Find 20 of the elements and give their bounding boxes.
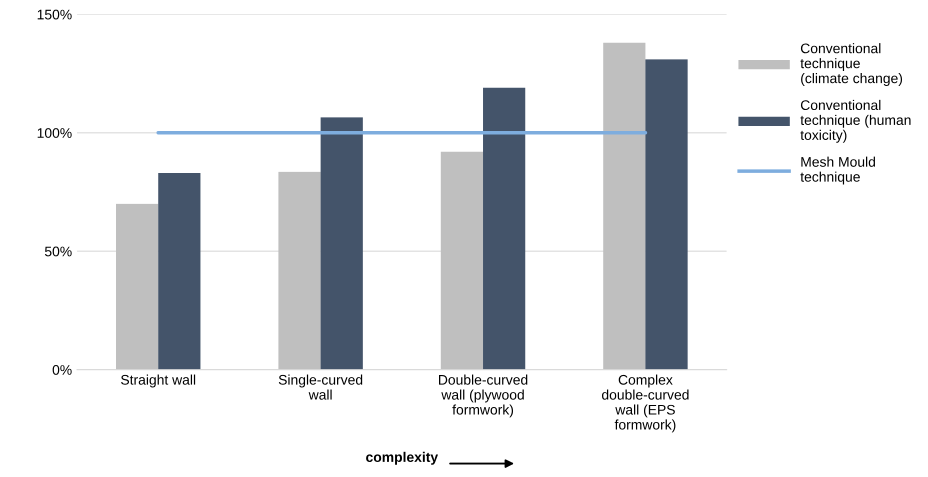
bar: [158, 173, 200, 370]
bar: [483, 88, 526, 370]
x-tick-label: Double-curved wall (plywood formwork): [439, 374, 528, 418]
y-tick-label: 100%: [38, 128, 72, 138]
bar: [116, 204, 158, 370]
legend-label: Mesh Mould technique: [800, 156, 875, 185]
bar: [278, 172, 321, 370]
bar: [320, 117, 363, 370]
x-axis-title: complexity: [366, 452, 438, 465]
x-tick-label: Single-curved wall: [278, 374, 362, 400]
y-tick-label: 150%: [38, 10, 72, 20]
legend-label: Conventional technique (human toxicity): [800, 100, 911, 143]
bar: [440, 152, 484, 370]
bar: [645, 59, 688, 370]
y-tick-label: 50%: [44, 246, 72, 256]
bar: [603, 42, 646, 370]
x-tick-label: Complex double-curved wall (EPS formwork): [602, 374, 689, 432]
x-tick-label: Straight wall: [121, 374, 196, 388]
y-tick-label: 0%: [52, 365, 72, 375]
legend-label: Conventional technique (climate change): [800, 43, 902, 86]
